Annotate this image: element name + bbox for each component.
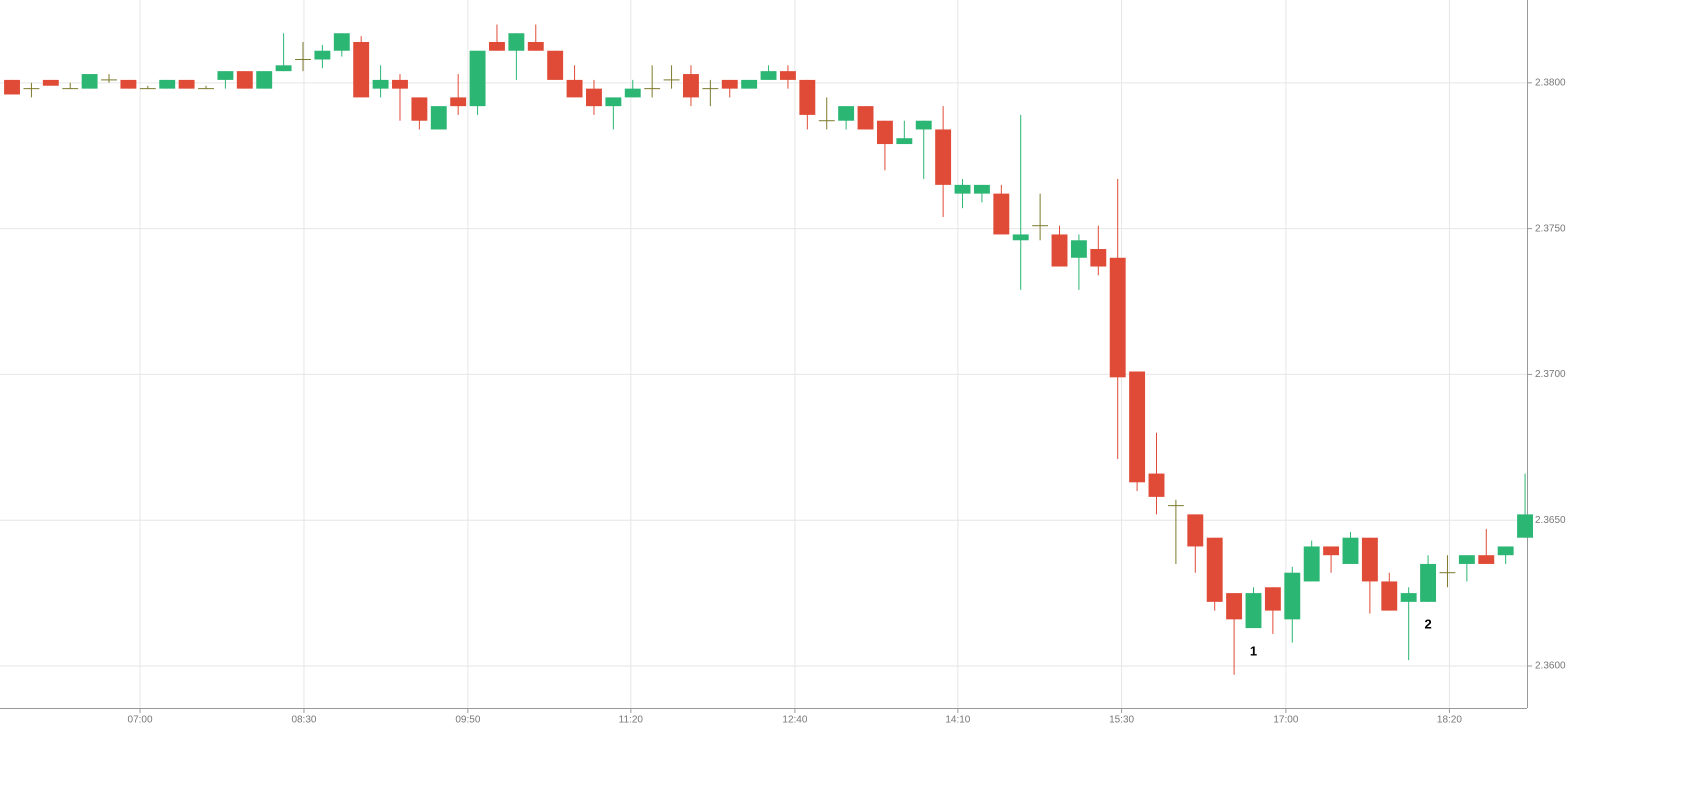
candle-body [1381, 581, 1398, 611]
candle-body [838, 106, 855, 121]
x-tick-label: 12:40 [782, 715, 807, 726]
x-tick-label: 17:00 [1273, 715, 1298, 726]
candle-body [1303, 546, 1320, 582]
candle-body [469, 50, 486, 107]
candle-body [702, 88, 719, 90]
x-tick-label: 15:30 [1109, 715, 1134, 726]
candle-body [139, 88, 156, 90]
candle-body [876, 120, 893, 145]
candle-body [372, 79, 389, 89]
x-tick-label: 07:00 [128, 715, 153, 726]
candle-body [392, 79, 408, 89]
y-tick-label: 2.3750 [1535, 223, 1566, 234]
candle-body [1012, 234, 1029, 241]
candle-body [508, 33, 525, 51]
candle-body [23, 88, 40, 90]
candle-body [295, 58, 311, 60]
annotation: 2 [1424, 617, 1431, 632]
candle-body [4, 79, 20, 95]
candle-body [275, 65, 292, 72]
candle-body [1032, 225, 1049, 227]
candle-body [721, 79, 738, 89]
candle-body [1517, 514, 1534, 538]
candle-body [547, 50, 564, 80]
candle-body [1264, 587, 1281, 611]
x-tick-label: 14:10 [945, 715, 970, 726]
candle-body [1090, 249, 1107, 267]
candle-body [624, 88, 641, 98]
candle-body [857, 106, 874, 130]
y-tick-label: 2.3700 [1535, 369, 1566, 380]
candle-body [450, 97, 467, 107]
candle-body [682, 74, 699, 98]
candle-body [779, 71, 796, 80]
candle-body [1109, 257, 1126, 378]
candle-body [1478, 555, 1495, 564]
grid [0, 0, 1527, 708]
candle-body [1129, 371, 1146, 483]
candle-body [430, 106, 447, 130]
candle-body [1420, 563, 1437, 602]
candle-body [1323, 546, 1340, 556]
candle-body [1497, 546, 1514, 556]
candle-body [605, 97, 622, 107]
candle-body [760, 71, 777, 80]
y-tick-label: 2.3650 [1535, 515, 1566, 526]
candle-body [566, 79, 583, 98]
candle-body [314, 50, 331, 60]
candle-body [81, 74, 98, 89]
candle-body [1051, 234, 1068, 267]
candle-body [644, 88, 661, 90]
candle-body [1361, 537, 1378, 582]
y-tick-label: 2.3800 [1535, 77, 1566, 88]
y-tick-label: 2.3600 [1535, 661, 1566, 672]
candle-body [935, 129, 952, 185]
candle-body [586, 88, 602, 107]
candle-body [799, 79, 816, 115]
candle-body [1245, 593, 1262, 629]
candle-body [993, 193, 1010, 235]
candle-body [217, 71, 234, 80]
candle-body [973, 184, 990, 194]
candle-body [1400, 593, 1417, 602]
candle-body [159, 79, 176, 89]
candle-body [915, 120, 932, 130]
x-tick-label: 08:30 [291, 715, 316, 726]
candle-body [663, 79, 680, 81]
candle-body [954, 184, 971, 194]
candle-body [1439, 572, 1456, 574]
candle-body [1284, 572, 1301, 620]
candle-body [101, 79, 117, 81]
candle-body [256, 71, 273, 89]
candle-body [527, 41, 544, 51]
candle-body [333, 33, 350, 51]
candle-body [120, 79, 137, 89]
candle-body [1206, 537, 1223, 602]
candle-body [1148, 473, 1165, 497]
candle-body [1167, 505, 1184, 507]
candle-body [896, 138, 913, 145]
x-tick-label: 18:20 [1437, 715, 1462, 726]
candle-body [178, 79, 195, 89]
candle-body [1187, 514, 1204, 547]
candle-body [62, 88, 79, 90]
candle-body [1226, 593, 1243, 620]
candle-body [1458, 555, 1475, 564]
candle-body [353, 41, 370, 98]
candle-body [411, 97, 428, 121]
candle-body [236, 71, 253, 89]
candle-body [818, 120, 835, 122]
candle-body [741, 79, 758, 89]
candle-body [1070, 240, 1087, 258]
x-tick-label: 09:50 [455, 715, 480, 726]
candle-body [489, 41, 505, 51]
candle-body [1342, 537, 1359, 564]
x-tick-label: 11:20 [619, 715, 644, 726]
candle-body [198, 88, 214, 90]
annotation: 1 [1250, 643, 1257, 658]
candle-body [42, 79, 59, 86]
